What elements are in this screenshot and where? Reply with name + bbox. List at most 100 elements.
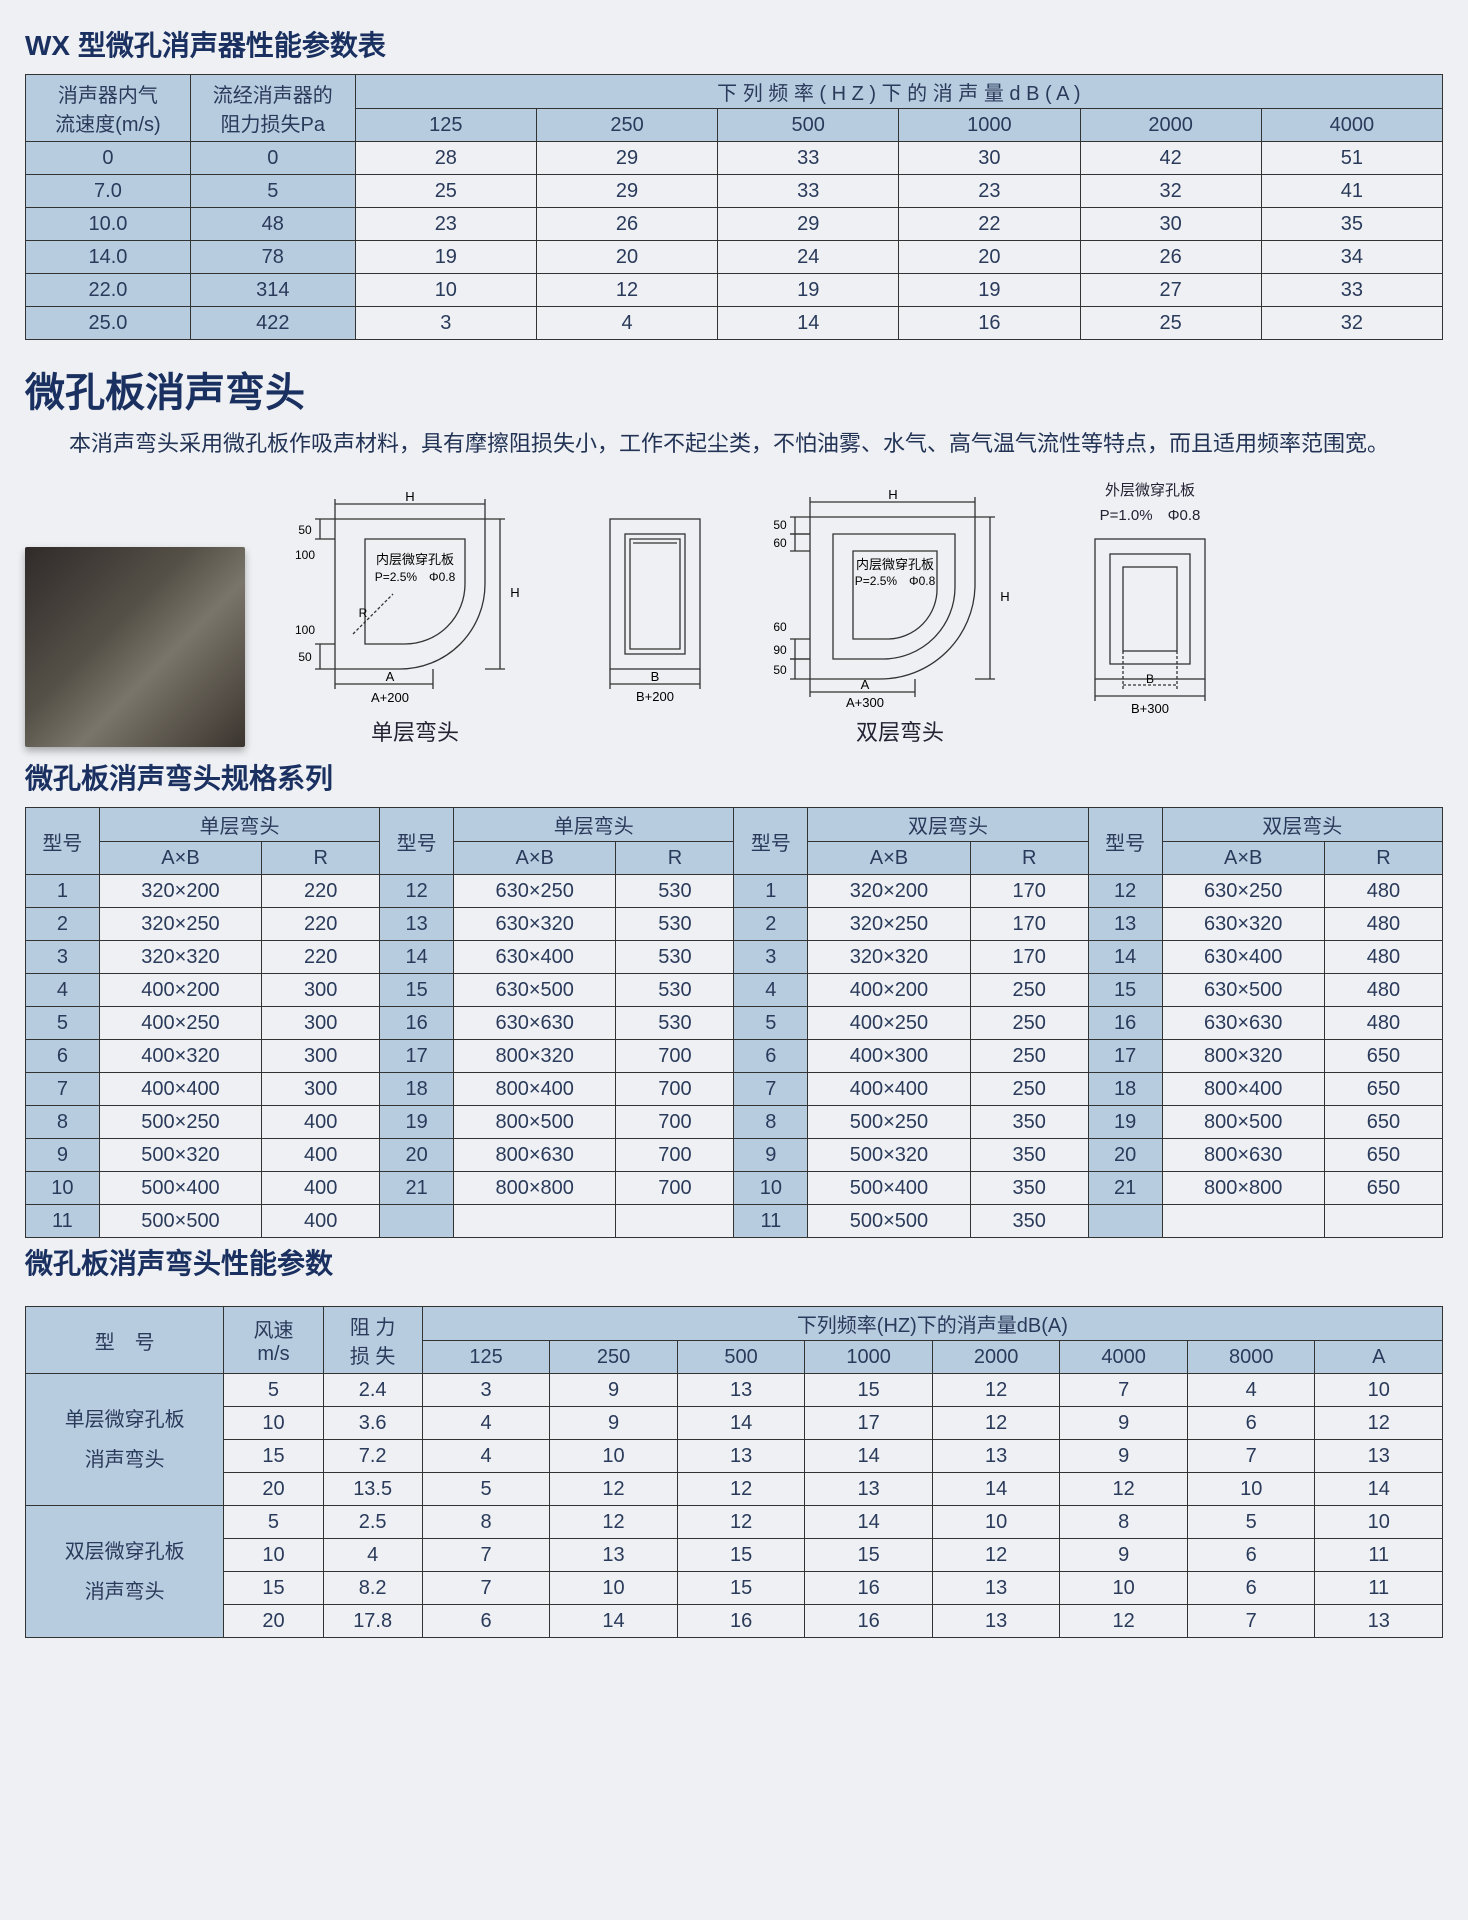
t2-cell: 250 xyxy=(970,974,1088,1007)
t2-cell: 400×300 xyxy=(808,1040,970,1073)
t1-cell: 5 xyxy=(190,175,355,208)
t1-freq: 125 xyxy=(355,109,536,142)
t3-hdr-loss: 阻 力 损 失 xyxy=(323,1307,422,1374)
t1-cell: 20 xyxy=(536,241,717,274)
t2-cell: 530 xyxy=(616,908,734,941)
t1-cell: 10.0 xyxy=(26,208,191,241)
t2-cell: 500×400 xyxy=(99,1172,261,1205)
t3-cell: 5 xyxy=(224,1374,323,1407)
diagram-single-section: B B+200 xyxy=(585,499,725,747)
svg-text:H: H xyxy=(405,489,414,504)
t2-cell: 8 xyxy=(26,1106,100,1139)
t1-cell: 32 xyxy=(1261,307,1442,340)
t1-cell: 422 xyxy=(190,307,355,340)
t3-hdr-speed: 风速 m/s xyxy=(224,1307,323,1374)
t1-cell: 32 xyxy=(1080,175,1261,208)
t3-group: 单层微穿孔板 消声弯头 xyxy=(26,1374,224,1506)
t2-cell: 480 xyxy=(1324,1007,1442,1040)
t2-cell: 530 xyxy=(616,875,734,908)
t2-cell: 300 xyxy=(262,1073,380,1106)
svg-text:B+300: B+300 xyxy=(1131,701,1169,716)
t1-cell: 35 xyxy=(1261,208,1442,241)
t2-cell: 8 xyxy=(734,1106,808,1139)
t2-cell: 800×320 xyxy=(454,1040,616,1073)
t3-freq: 8000 xyxy=(1187,1341,1315,1374)
t2-cell: 320×200 xyxy=(808,875,970,908)
t1-cell: 0 xyxy=(26,142,191,175)
t2-cell: 2 xyxy=(26,908,100,941)
t3-cell: 14 xyxy=(677,1407,805,1440)
t3-cell: 13 xyxy=(805,1473,933,1506)
t2-cell: 630×500 xyxy=(1162,974,1324,1007)
svg-text:B+200: B+200 xyxy=(636,689,674,704)
t3-cell: 4 xyxy=(422,1440,550,1473)
t3-cell: 13.5 xyxy=(323,1473,422,1506)
t2-cell: 320×250 xyxy=(808,908,970,941)
t1-cell: 78 xyxy=(190,241,355,274)
t2-hdr-r: R xyxy=(262,842,380,875)
t2-cell: 400×200 xyxy=(808,974,970,1007)
t1-cell: 20 xyxy=(899,241,1080,274)
t3-cell: 6 xyxy=(1187,1407,1315,1440)
t3-freq: 500 xyxy=(677,1341,805,1374)
t3-cell: 12 xyxy=(677,1473,805,1506)
t2-cell: 21 xyxy=(1088,1172,1162,1205)
t2-cell: 5 xyxy=(734,1007,808,1040)
t3-cell: 10 xyxy=(1060,1572,1188,1605)
diagram-single-plan: H 50 100 100 50 A+200 A H R 内层微穿孔板 P=2.5… xyxy=(275,489,555,747)
t2-cell: 2 xyxy=(734,908,808,941)
t3-cell: 11 xyxy=(1315,1539,1443,1572)
t2-cell: 500×320 xyxy=(99,1139,261,1172)
t2-cell: 650 xyxy=(1324,1172,1442,1205)
t2-cell: 5 xyxy=(26,1007,100,1040)
t2-cell: 9 xyxy=(734,1139,808,1172)
t2-cell: 500×250 xyxy=(808,1106,970,1139)
t3-cell: 12 xyxy=(677,1506,805,1539)
t2-cell: 15 xyxy=(380,974,454,1007)
t2-cell: 18 xyxy=(1088,1073,1162,1106)
svg-text:50: 50 xyxy=(298,650,312,664)
t2-cell: 400 xyxy=(262,1106,380,1139)
t2-cell: 500×400 xyxy=(808,1172,970,1205)
t2-cell: 800×800 xyxy=(454,1172,616,1205)
t1-cell: 27 xyxy=(1080,274,1261,307)
t3-cell: 12 xyxy=(932,1374,1060,1407)
t1-cell: 51 xyxy=(1261,142,1442,175)
t2-cell: 320×320 xyxy=(99,941,261,974)
t3-freq: 125 xyxy=(422,1341,550,1374)
t3-cell: 15 xyxy=(677,1539,805,1572)
t2-cell: 630×250 xyxy=(454,875,616,908)
t2-cell: 350 xyxy=(970,1106,1088,1139)
t2-cell: 17 xyxy=(1088,1040,1162,1073)
svg-text:P=2.5% Φ0.8: P=2.5% Φ0.8 xyxy=(855,574,936,588)
t2-cell: 17 xyxy=(380,1040,454,1073)
t2-cell: 7 xyxy=(734,1073,808,1106)
product-photo xyxy=(25,547,245,747)
t3-cell: 4 xyxy=(1187,1374,1315,1407)
t1-cell: 25 xyxy=(1080,307,1261,340)
t2-cell: 6 xyxy=(26,1040,100,1073)
t3-cell: 7.2 xyxy=(323,1440,422,1473)
t2-cell: 400 xyxy=(262,1139,380,1172)
t2-cell: 800×630 xyxy=(454,1139,616,1172)
t2-cell: 320×320 xyxy=(808,941,970,974)
t2-cell: 800×500 xyxy=(454,1106,616,1139)
t2-hdr-single: 单层弯头 xyxy=(99,808,379,842)
svg-text:60: 60 xyxy=(773,620,787,634)
t2-hdr-axb: A×B xyxy=(808,842,970,875)
t3-cell: 12 xyxy=(932,1407,1060,1440)
t3-cell: 7 xyxy=(422,1539,550,1572)
t2-cell: 9 xyxy=(26,1139,100,1172)
t3-cell: 10 xyxy=(550,1440,678,1473)
t3-freq: A xyxy=(1315,1341,1443,1374)
t3-cell: 13 xyxy=(932,1605,1060,1638)
t1-cell: 19 xyxy=(355,241,536,274)
t1-cell: 3 xyxy=(355,307,536,340)
t1-hdr-speed: 消声器内气 流速度(m/s) xyxy=(26,75,191,142)
t3-hdr-model: 型 号 xyxy=(26,1307,224,1374)
t3-cell: 13 xyxy=(550,1539,678,1572)
t2-cell: 400×250 xyxy=(99,1007,261,1040)
t2-cell: 800×500 xyxy=(1162,1106,1324,1139)
t2-cell: 800×320 xyxy=(1162,1040,1324,1073)
section2-desc: 本消声弯头采用微孔板作吸声材料，具有摩擦阻损失小，工作不起尘类，不怕油雾、水气、… xyxy=(25,426,1443,461)
